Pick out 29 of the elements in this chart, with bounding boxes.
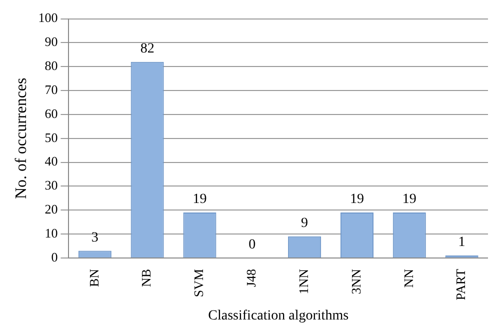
x-tick-label: 3NN <box>348 268 364 294</box>
y-tick-label: 50 <box>44 130 58 145</box>
x-tick-label: SVM <box>191 268 206 298</box>
data-label: 9 <box>301 216 308 232</box>
data-label: 19 <box>350 192 364 208</box>
data-label: 3 <box>91 230 98 246</box>
data-label: 82 <box>140 42 154 57</box>
y-tick-label: 60 <box>44 106 58 121</box>
y-tick-label: 20 <box>44 202 58 217</box>
y-tick-label: 30 <box>44 178 58 193</box>
x-tick-label: NB <box>138 268 154 288</box>
x-tick-label: PART <box>453 268 468 300</box>
y-tick-label: 100 <box>38 10 58 26</box>
x-tick-label: NN <box>400 268 416 288</box>
y-tick-label: 90 <box>44 34 58 50</box>
data-label: 19 <box>402 192 416 208</box>
x-axis-title: Classification algorithms <box>208 308 349 324</box>
data-label: 1 <box>458 235 466 250</box>
data-label: 19 <box>192 192 207 208</box>
y-tick-label: 10 <box>44 225 58 240</box>
data-label: 0 <box>248 238 256 253</box>
y-tick-label: 70 <box>44 82 58 97</box>
x-tick-label: J48 <box>244 268 259 288</box>
y-axis-title: No. of occurrences <box>12 78 30 200</box>
y-tick-label: 0 <box>51 249 58 264</box>
x-tick-label: BN <box>86 268 102 288</box>
y-tick-label: 40 <box>44 154 58 169</box>
x-tick-label: 1NN <box>296 268 311 294</box>
y-tick-label: 80 <box>44 58 58 74</box>
